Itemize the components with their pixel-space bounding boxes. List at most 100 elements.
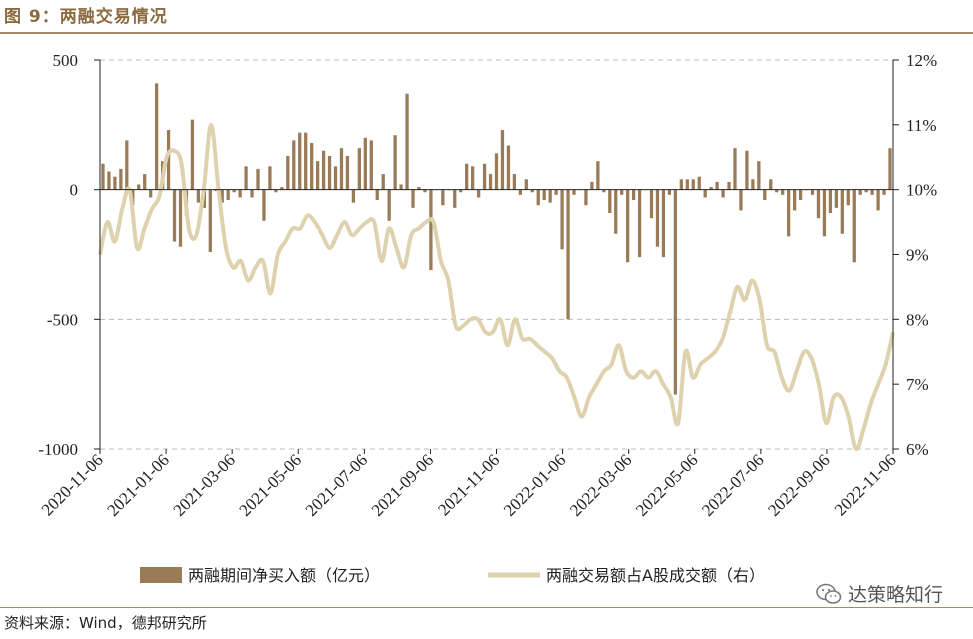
bar (327, 155, 332, 190)
left-tick-label: -1000 (38, 440, 78, 459)
bar (220, 189, 224, 203)
bar (614, 189, 618, 234)
left-tick-label: 0 (70, 181, 79, 200)
source-divider (0, 607, 973, 608)
bar (888, 148, 892, 190)
bar (238, 189, 242, 198)
bar (190, 119, 195, 190)
bar (518, 189, 522, 195)
bar (584, 189, 588, 206)
bar (792, 189, 797, 211)
bar (369, 140, 373, 190)
bar (137, 184, 141, 190)
figure-title: 图 9：两融交易情况 (4, 7, 168, 27)
bar (262, 189, 266, 221)
bar (691, 179, 695, 190)
left-tick-label: 500 (53, 51, 79, 70)
right-tick-label: 9% (906, 246, 929, 265)
bar (787, 189, 791, 237)
bar (870, 189, 874, 195)
bar (637, 189, 642, 258)
bar (333, 166, 338, 190)
bar (363, 137, 367, 190)
bar (500, 130, 505, 190)
bar (548, 189, 552, 203)
x-tick-label: 2021-07-06 (302, 450, 372, 520)
bar (214, 189, 218, 191)
bar (715, 181, 719, 190)
bar (250, 189, 254, 198)
wechat-icon (816, 583, 842, 604)
bar (101, 163, 105, 190)
bar (626, 189, 630, 263)
title-divider (0, 32, 973, 34)
share-line (98, 122, 895, 452)
watermark: 达策略知行 (816, 580, 943, 607)
axes (94, 59, 899, 454)
x-tick-label: 2020-11-06 (38, 450, 107, 519)
bar (840, 189, 844, 234)
bar (274, 189, 278, 193)
bar (298, 132, 302, 190)
watermark-text: 达策略知行 (847, 584, 943, 606)
bar (566, 189, 570, 320)
bar (703, 189, 707, 198)
bar (286, 155, 290, 190)
bar (345, 155, 350, 190)
bar (321, 150, 326, 190)
x-tick-label: 2022-11-06 (831, 450, 900, 519)
x-tick-label: 2021-09-06 (368, 450, 438, 520)
x-tick-label: 2022-09-06 (764, 450, 834, 520)
bar (143, 174, 147, 190)
bar (196, 189, 201, 203)
bar (727, 181, 731, 190)
legend-bar-label: 两融期间净买入额（亿元） (188, 566, 380, 585)
bar (745, 150, 749, 190)
source-note: 资料来源：Wind，德邦研究所 (4, 614, 207, 632)
bar (226, 189, 230, 201)
bar (339, 148, 344, 190)
legend-line-label: 两融交易额占A股成交额（右） (546, 566, 765, 585)
bar (441, 189, 445, 206)
bar (315, 161, 320, 190)
x-tick-label: 2022-05-06 (632, 450, 702, 520)
bar (649, 189, 654, 219)
bar (667, 189, 672, 195)
bar (542, 189, 546, 201)
bar (411, 189, 415, 208)
bar (149, 189, 153, 198)
x-tick-label: 2021-01-06 (103, 450, 173, 520)
bar (107, 171, 111, 190)
bar (512, 174, 517, 190)
bar (429, 189, 433, 271)
bar (488, 174, 493, 190)
bar (530, 189, 534, 193)
bar (387, 189, 391, 221)
bar (357, 148, 362, 190)
bar (375, 189, 379, 201)
bar (506, 145, 511, 190)
bar (757, 161, 761, 190)
bar (733, 148, 737, 190)
bar (661, 189, 666, 258)
bar (119, 168, 123, 190)
bar (482, 163, 487, 190)
bar (775, 189, 779, 193)
bar (590, 181, 594, 190)
bar (292, 140, 296, 190)
bar (679, 179, 683, 190)
bar (631, 189, 636, 201)
bar (858, 189, 862, 195)
bar (864, 189, 868, 193)
bar (423, 189, 427, 193)
bar (882, 189, 886, 195)
right-tick-label: 12% (906, 51, 937, 70)
legend-bar-swatch (140, 567, 182, 583)
bar (876, 189, 880, 211)
bar (244, 166, 248, 190)
bar (554, 189, 558, 195)
bar (524, 179, 528, 190)
bar (673, 189, 678, 395)
bar (685, 179, 689, 190)
bar (417, 187, 421, 190)
